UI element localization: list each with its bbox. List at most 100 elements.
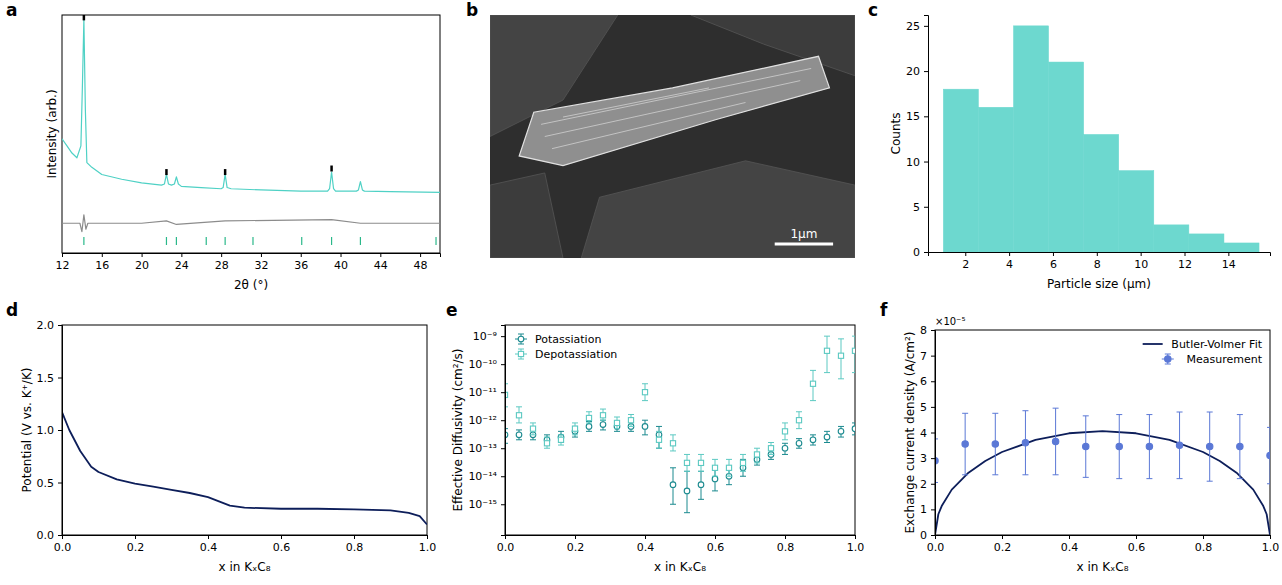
tick-mark bbox=[924, 162, 928, 163]
sem-streak bbox=[552, 102, 745, 148]
data-point bbox=[600, 413, 605, 418]
tick: 16 bbox=[95, 253, 109, 272]
tick-mark bbox=[58, 483, 62, 484]
data-point bbox=[1207, 443, 1213, 449]
sem-streak bbox=[563, 88, 709, 117]
tick-label: 0.5 bbox=[37, 477, 55, 490]
legend-symbol bbox=[518, 336, 524, 342]
tick: 12 bbox=[1178, 252, 1192, 271]
error-bar bbox=[782, 423, 788, 440]
tick-mark bbox=[1136, 535, 1137, 539]
tick-label: 7 bbox=[920, 350, 927, 363]
tick-mark bbox=[855, 535, 856, 539]
sem-texture bbox=[490, 173, 563, 258]
bragg-tick bbox=[225, 237, 226, 245]
tick-mark bbox=[1203, 535, 1204, 539]
panel-a: 121620242832364044482θ (°)Intensity (arb… bbox=[45, 14, 441, 292]
plot-area bbox=[943, 26, 1259, 252]
tick-label: 0.0 bbox=[37, 529, 55, 542]
data-point bbox=[726, 465, 731, 470]
data-point bbox=[330, 166, 333, 172]
tick-mark bbox=[221, 253, 222, 257]
data-point bbox=[712, 465, 717, 470]
data-point bbox=[600, 422, 606, 428]
tick: 0.2 bbox=[127, 535, 145, 554]
panel-b: 1μm bbox=[490, 15, 855, 258]
axis-line bbox=[501, 326, 506, 536]
tick-mark bbox=[575, 535, 576, 539]
bar bbox=[1014, 26, 1049, 252]
data-point bbox=[684, 488, 690, 494]
tick-label: 1.0 bbox=[847, 541, 865, 554]
tick: 0.6 bbox=[1128, 535, 1146, 554]
tick-label: 12 bbox=[1178, 258, 1192, 271]
error-bar bbox=[600, 420, 606, 430]
scale-bar bbox=[775, 243, 833, 246]
error-bar bbox=[796, 439, 802, 449]
x-axis-title: x in KₓC₈ bbox=[218, 560, 270, 574]
data-point bbox=[1176, 442, 1182, 448]
tick: 10⁻¹⁰ bbox=[468, 358, 505, 371]
tick: 10⁻¹⁴ bbox=[468, 470, 505, 483]
tick-mark bbox=[420, 253, 421, 257]
data-point bbox=[740, 460, 745, 465]
tick-mark bbox=[1185, 252, 1186, 256]
axis-bottom: 0.00.20.40.60.81.0 bbox=[497, 535, 865, 554]
tick: 25 bbox=[906, 20, 928, 33]
tick-mark bbox=[501, 476, 505, 477]
tick-mark bbox=[341, 253, 342, 257]
data-point bbox=[670, 482, 676, 488]
tick-label: 0.6 bbox=[707, 541, 725, 554]
tick-mark bbox=[931, 407, 935, 408]
axis-line bbox=[63, 254, 441, 258]
tick-mark bbox=[58, 535, 62, 536]
tick-mark bbox=[931, 381, 935, 382]
error-bar bbox=[516, 407, 522, 423]
bar bbox=[1224, 243, 1259, 252]
panel-d: 0.00.20.40.60.81.00.00.51.01.52.0x in Kₓ… bbox=[20, 319, 437, 574]
tick-label: 14 bbox=[1222, 258, 1236, 271]
tick: 0.4 bbox=[1061, 535, 1079, 554]
tick-label: 10⁻¹³ bbox=[468, 442, 497, 455]
tick-mark bbox=[931, 484, 935, 485]
data-point bbox=[1267, 452, 1270, 458]
tick-label: 4 bbox=[1006, 258, 1013, 271]
tick-label: 0.0 bbox=[54, 541, 72, 554]
tick: 0.0 bbox=[497, 535, 515, 554]
tick-mark bbox=[931, 433, 935, 434]
data-point bbox=[824, 348, 829, 353]
tick: 4 bbox=[920, 427, 935, 440]
tick: 6 bbox=[1050, 252, 1057, 271]
error-bar bbox=[558, 431, 564, 442]
tick-mark bbox=[501, 448, 505, 449]
data-point bbox=[810, 381, 815, 386]
error-bar bbox=[698, 471, 704, 499]
tick: 8 bbox=[1094, 252, 1101, 271]
tick-label: 0.2 bbox=[567, 541, 585, 554]
panel-e: 0.00.20.40.60.81.010⁻¹⁵10⁻¹⁴10⁻¹³10⁻¹²10… bbox=[451, 325, 864, 574]
bragg-tick bbox=[331, 237, 332, 245]
tick-label: 8 bbox=[1094, 258, 1101, 271]
legend: PotassiationDepotassiation bbox=[515, 333, 617, 361]
tick: 6 bbox=[920, 375, 935, 388]
y-axis-title: Intensity (arb.) bbox=[45, 89, 59, 178]
tick-label: 36 bbox=[294, 259, 308, 272]
tick-label: 16 bbox=[95, 259, 109, 272]
tick-label: 1.0 bbox=[1262, 541, 1280, 554]
bragg-tick bbox=[176, 237, 177, 245]
sem-streak bbox=[545, 81, 801, 137]
tick-label: 0 bbox=[913, 246, 920, 259]
axis-bottom: 2468101214 bbox=[929, 252, 1271, 271]
tick-mark bbox=[208, 535, 209, 539]
error-bar bbox=[782, 443, 788, 454]
sem-background bbox=[490, 15, 855, 258]
bar bbox=[1049, 62, 1084, 252]
legend: Butler-Volmer FitMeasurement bbox=[1143, 338, 1263, 366]
bragg-tick bbox=[166, 237, 167, 245]
data-point bbox=[558, 437, 563, 442]
tick-label: 28 bbox=[215, 259, 229, 272]
data-point bbox=[852, 348, 855, 353]
tick: 3 bbox=[920, 452, 935, 465]
data-point bbox=[838, 353, 843, 358]
tick: 40 bbox=[334, 253, 348, 272]
